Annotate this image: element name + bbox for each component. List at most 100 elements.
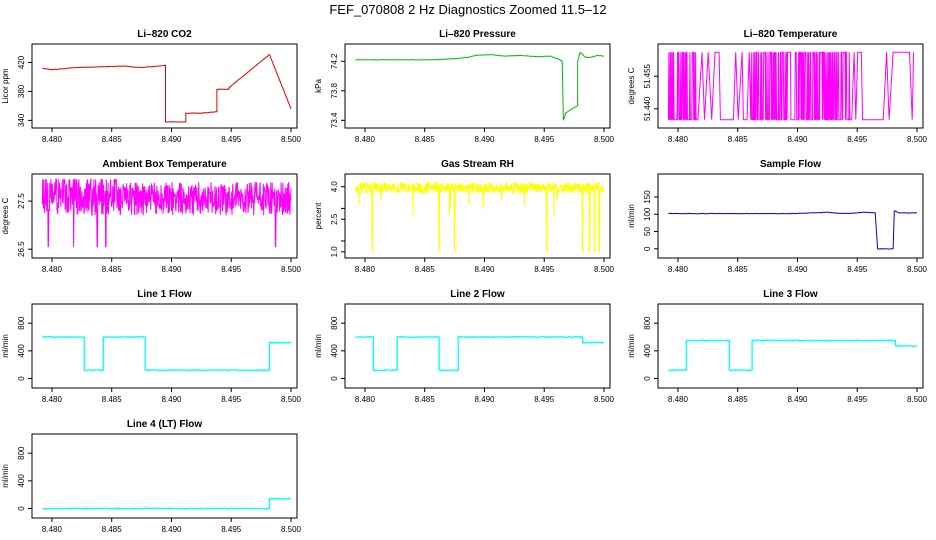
- x-tick-label: 8.495: [221, 395, 242, 404]
- y-axis-label: ml/min: [627, 204, 636, 228]
- y-tick-label: 800: [330, 316, 339, 330]
- series-line: [668, 339, 918, 372]
- series-line: [668, 210, 918, 250]
- x-tick-label: 8.485: [728, 265, 749, 274]
- panel-title: Line 1 Flow: [137, 289, 192, 300]
- panel-6: Sample Flow ml/min 8.480 8.485 8.490 8.495 8.5…: [627, 159, 928, 274]
- x-tick-label: 8.490: [161, 525, 182, 534]
- x-tick-label: 8.495: [534, 135, 555, 144]
- x-tick-label: 8.485: [415, 135, 436, 144]
- panel-title: Line 2 Flow: [450, 289, 505, 300]
- y-tick-label: 420: [17, 55, 26, 69]
- y-tick-label: 51.440: [643, 96, 652, 121]
- x-tick-label: 8.500: [907, 135, 928, 144]
- panel-4: Ambient Box Temperature degrees C 8.480 8.4…: [1, 159, 302, 274]
- x-tick-label: 8.490: [161, 265, 182, 274]
- panel-3: Li–820 Temperature degrees C 8.480 8.485 8.4…: [627, 29, 928, 144]
- plot-frame: [344, 43, 611, 129]
- x-tick-label: 8.500: [907, 265, 928, 274]
- x-tick-label: 8.495: [847, 265, 868, 274]
- x-tick-label: 8.500: [594, 265, 615, 274]
- plot-frame: [31, 173, 298, 259]
- x-tick-label: 8.495: [221, 135, 242, 144]
- x-tick-label: 8.490: [161, 395, 182, 404]
- x-tick-label: 8.485: [102, 525, 123, 534]
- x-tick-label: 8.500: [594, 395, 615, 404]
- y-tick-label: 51.455: [643, 63, 652, 88]
- x-tick-label: 8.480: [42, 265, 63, 274]
- x-tick-label: 8.500: [281, 525, 302, 534]
- plot-frame: [657, 43, 924, 129]
- x-tick-label: 8.485: [415, 265, 436, 274]
- y-tick-label: 0: [17, 506, 26, 511]
- x-tick-label: 8.485: [102, 135, 123, 144]
- y-tick-label: 400: [17, 344, 26, 358]
- y-tick-label: 0: [643, 246, 652, 251]
- x-tick-label: 8.485: [728, 135, 749, 144]
- panel-9: Line 3 Flow ml/min 8.480 8.485 8.490 8.495 8.5…: [627, 289, 928, 404]
- x-tick-label: 8.500: [907, 395, 928, 404]
- page-title: FEF_070808 2 Hz Diagnostics Zoomed 11.5–…: [329, 2, 607, 17]
- plot-frame: [31, 43, 298, 129]
- y-tick-label: 400: [643, 344, 652, 358]
- x-tick-label: 8.490: [474, 395, 495, 404]
- panel-7: Line 1 Flow ml/min 8.480 8.485 8.490 8.495 8.5…: [1, 289, 302, 404]
- x-tick-label: 8.480: [355, 135, 376, 144]
- y-axis-label: ml/min: [627, 334, 636, 358]
- x-tick-label: 8.500: [281, 265, 302, 274]
- panel-title: Gas Stream RH: [441, 159, 514, 170]
- x-tick-label: 8.485: [728, 395, 749, 404]
- panel-10: Line 4 (LT) Flow ml/min 8.480 8.485 8.490 8.4…: [1, 419, 302, 534]
- y-tick-label: 100: [643, 207, 652, 221]
- panel-title: Sample Flow: [760, 159, 821, 170]
- y-tick-label: 800: [643, 316, 652, 330]
- panel-title: Li–820 Pressure: [439, 29, 516, 40]
- panel-title: Line 4 (LT) Flow: [127, 419, 203, 430]
- panel-8: Line 2 Flow ml/min 8.480 8.485 8.490 8.495 8.5…: [314, 289, 615, 404]
- y-axis-label: degrees C: [1, 197, 10, 234]
- x-tick-label: 8.480: [42, 525, 63, 534]
- plot-frame: [344, 303, 611, 389]
- y-tick-label: 26.5: [17, 241, 26, 257]
- x-tick-label: 8.495: [534, 395, 555, 404]
- x-tick-label: 8.500: [281, 135, 302, 144]
- y-tick-label: 74.2: [330, 53, 339, 69]
- plot-frame: [31, 433, 298, 519]
- panel-title: Line 3 Flow: [763, 289, 818, 300]
- x-tick-label: 8.480: [668, 395, 689, 404]
- y-tick-label: 380: [17, 84, 26, 98]
- x-tick-label: 8.480: [42, 395, 63, 404]
- plot-frame: [657, 173, 924, 259]
- y-axis-label: degrees C: [627, 67, 636, 104]
- x-tick-label: 8.490: [474, 135, 495, 144]
- x-tick-label: 8.495: [847, 395, 868, 404]
- plot-frame: [344, 173, 611, 259]
- y-tick-label: 150: [643, 190, 652, 204]
- series-line: [42, 54, 292, 123]
- x-tick-label: 8.480: [42, 135, 63, 144]
- y-axis-label: ml/min: [1, 334, 10, 358]
- y-axis-label: ml/min: [314, 334, 323, 358]
- panel-2: Li–820 Pressure kPa 8.480 8.485 8.490 8.495 8.…: [314, 29, 615, 144]
- series-line: [355, 51, 605, 121]
- x-tick-label: 8.490: [787, 135, 808, 144]
- plot-frame: [657, 303, 924, 389]
- x-tick-label: 8.490: [474, 265, 495, 274]
- y-tick-label: 800: [17, 446, 26, 460]
- series-line: [41, 335, 292, 372]
- y-tick-label: 27.5: [17, 193, 26, 209]
- y-tick-label: 1.0: [330, 246, 339, 258]
- x-tick-label: 8.490: [161, 135, 182, 144]
- series-line: [667, 51, 915, 121]
- y-axis-label: percent: [314, 202, 323, 229]
- panel-title: Li–820 CO2: [137, 29, 192, 40]
- x-tick-label: 8.500: [594, 135, 615, 144]
- y-tick-label: 0: [330, 376, 339, 381]
- x-tick-label: 8.490: [787, 395, 808, 404]
- y-axis-label: ml/min: [1, 464, 10, 488]
- y-tick-label: 400: [17, 474, 26, 488]
- series-line: [354, 180, 605, 253]
- x-tick-label: 8.490: [787, 265, 808, 274]
- y-tick-label: 50: [643, 227, 652, 236]
